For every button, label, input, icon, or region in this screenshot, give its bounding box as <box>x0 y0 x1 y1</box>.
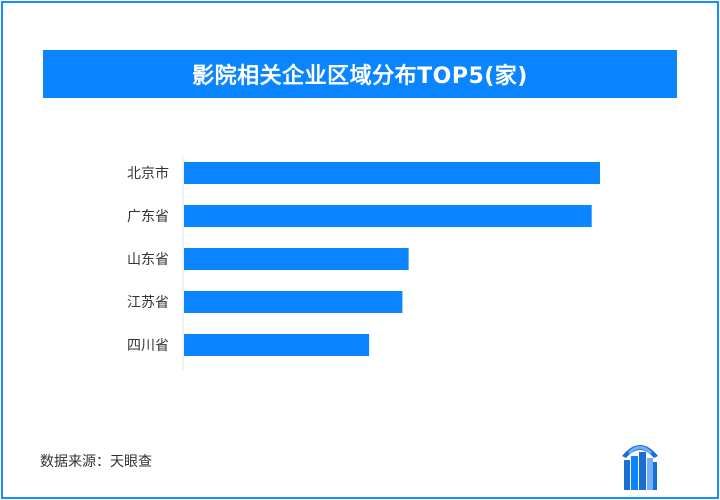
bar-4 <box>184 334 370 356</box>
building-logo-icon <box>622 445 658 490</box>
category-label-4: 四川省 <box>127 338 169 354</box>
bar-2 <box>184 248 409 270</box>
bar-3 <box>184 291 403 313</box>
category-label-1: 广东省 <box>127 209 169 225</box>
category-label-0: 北京市 <box>127 165 169 182</box>
bar-0 <box>184 162 600 184</box>
bar-1 <box>184 205 592 227</box>
data-source: 数据来源：天眼查 <box>40 454 152 470</box>
category-label-2: 山东省 <box>127 252 169 268</box>
category-label-3: 江苏省 <box>127 295 169 311</box>
title-banner: 影院相关企业区域分布TOP5(家) <box>43 50 677 98</box>
chart-title: 影院相关企业区域分布TOP5(家) <box>192 64 528 89</box>
